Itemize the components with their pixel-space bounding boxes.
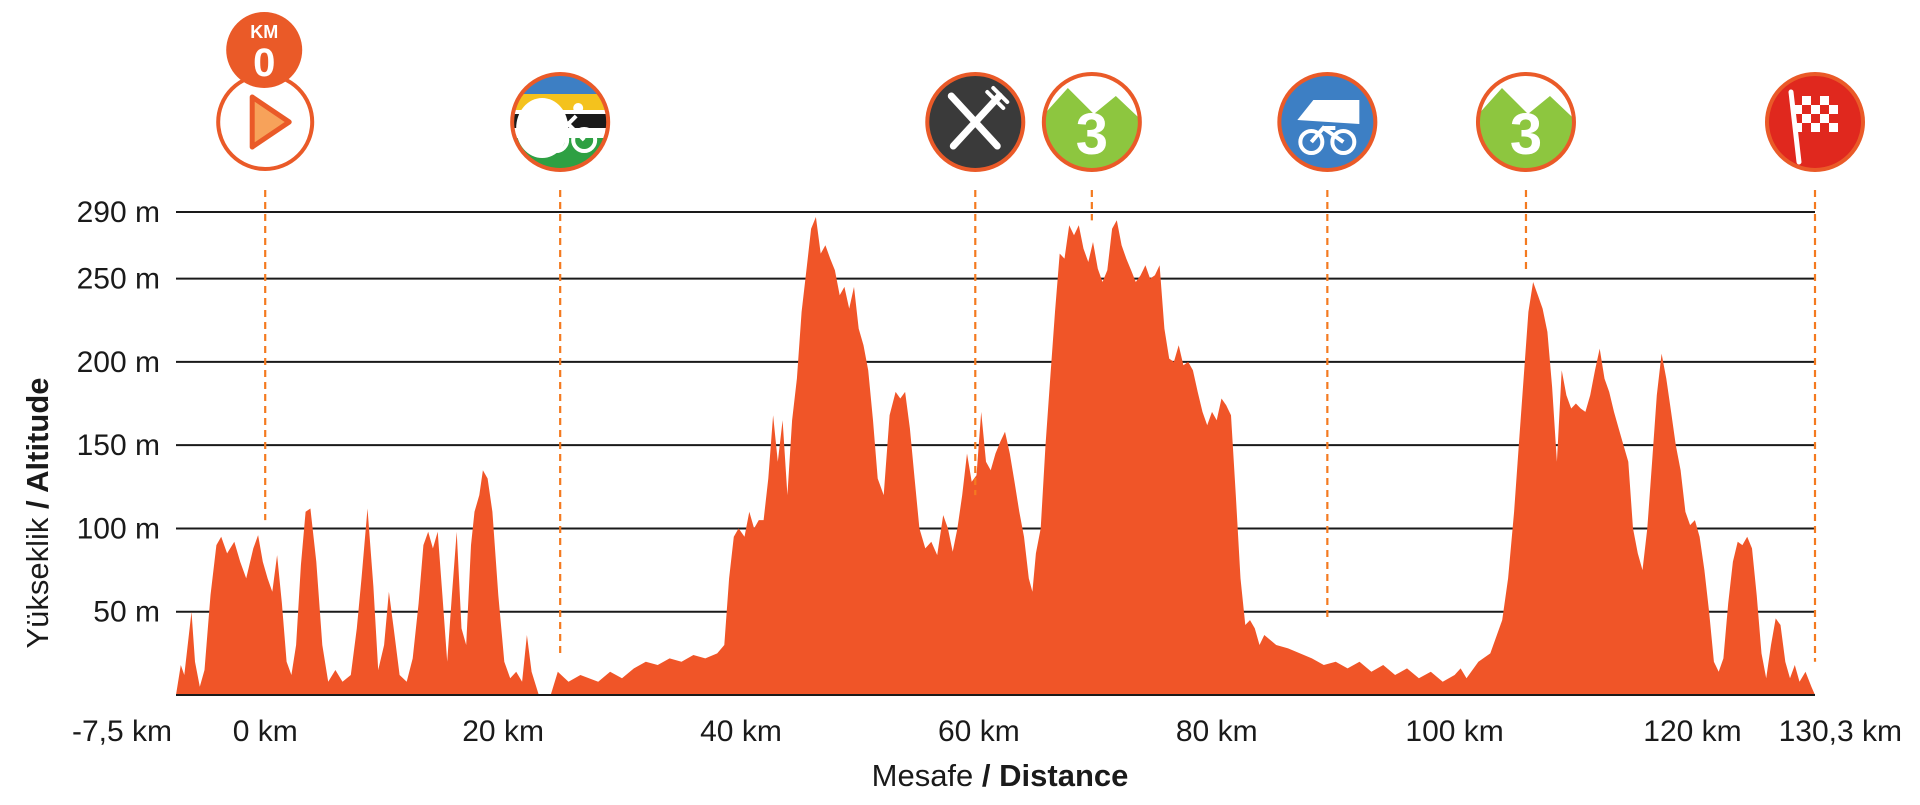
checkered-flag-icon bbox=[1765, 72, 1865, 172]
x-tick-labels: -7,5 km 0 km 20 km 40 km 60 km 80 km 100 km 120… bbox=[72, 715, 1902, 748]
km-zero-badge: KM0 bbox=[226, 12, 303, 88]
kom2-category-label: 3 bbox=[1510, 102, 1542, 167]
x-tick-3: 40 km bbox=[700, 715, 782, 748]
mountain-icon: 3 bbox=[1475, 72, 1576, 172]
x-axis-title: Mesafe / Distance bbox=[872, 758, 1129, 793]
y-tick-200: 200 m bbox=[77, 346, 160, 379]
km-badge-label: KM bbox=[250, 22, 278, 42]
markers: KM0 3 3 bbox=[216, 12, 1865, 172]
x-tick-8: 130,3 km bbox=[1779, 715, 1902, 748]
y-axis-title: Yükseklik / Altitude bbox=[20, 377, 55, 648]
x-tick-0: -7,5 km bbox=[72, 715, 172, 748]
y-tick-50: 50 m bbox=[93, 596, 160, 629]
km-badge-number: 0 bbox=[253, 41, 275, 85]
y-tick-labels: 50 m 100 m 150 m 200 m 250 m 290 m bbox=[77, 196, 160, 629]
x-tick-7: 120 km bbox=[1643, 715, 1741, 748]
x-tick-6: 100 km bbox=[1405, 715, 1503, 748]
marker-lines bbox=[264, 190, 1817, 662]
x-tick-4: 60 km bbox=[938, 715, 1020, 748]
y-tick-250: 250 m bbox=[77, 263, 160, 296]
x-tick-2: 20 km bbox=[462, 715, 544, 748]
play-icon: KM0 bbox=[216, 12, 315, 171]
y-tick-150: 150 m bbox=[77, 429, 160, 462]
y-tick-290: 290 m bbox=[77, 196, 160, 229]
mountain-icon: 3 bbox=[1041, 72, 1142, 172]
kom1-category-label: 3 bbox=[1076, 102, 1108, 167]
x-tick-1: 0 km bbox=[233, 715, 298, 748]
x-tick-5: 80 km bbox=[1176, 715, 1258, 748]
cyclist-sprint-icon bbox=[510, 72, 611, 172]
y-tick-100: 100 m bbox=[77, 512, 160, 545]
fork-knife-icon bbox=[925, 72, 1026, 172]
elevation-profile-area bbox=[176, 217, 1815, 695]
y-axis-title-regular: Yükseklik bbox=[20, 517, 55, 648]
x-axis-title-regular: Mesafe bbox=[872, 758, 974, 793]
y-axis-title-bold: / Altitude bbox=[20, 377, 55, 508]
van-bike-icon bbox=[1277, 72, 1378, 172]
x-axis-title-bold: / Distance bbox=[982, 758, 1128, 793]
